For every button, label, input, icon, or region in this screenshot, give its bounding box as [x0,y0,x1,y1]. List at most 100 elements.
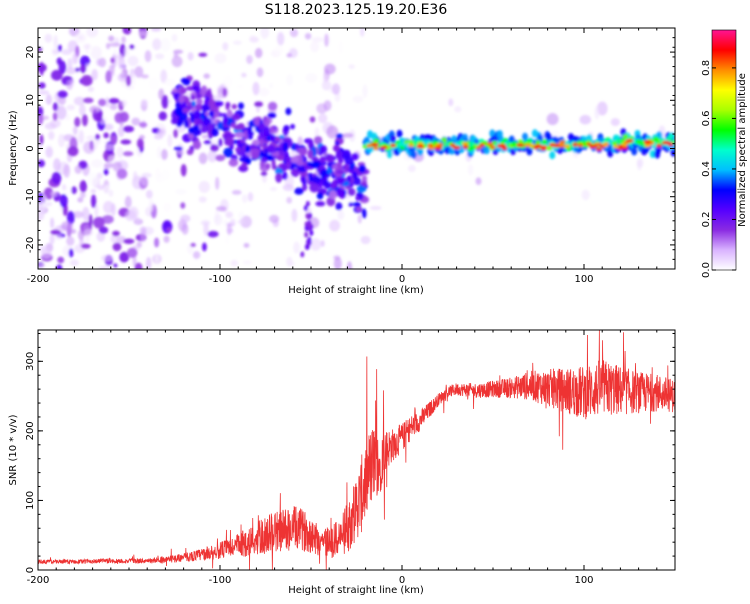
heatmap-cell [131,117,141,126]
heatmap-cell [182,107,190,113]
heatmap-cell [661,140,670,145]
snr-plot-area [38,330,675,570]
heatmap-cell [52,112,58,121]
heatmap-cell [259,161,266,168]
heatmap-cell [526,147,533,156]
heatmap-cell [636,158,644,168]
heatmap-cell [110,57,115,64]
y-tick-label: -10 [25,189,36,205]
heatmap-cell [348,64,355,69]
heatmap-cell [77,197,84,203]
heatmap-cell [312,175,321,185]
heatmap-cell [546,145,553,151]
heatmap-cell [631,147,638,156]
heatmap-cell [161,94,169,109]
heatmap-cell [247,130,255,136]
heatmap-cell [267,112,277,118]
heatmap-cell [145,189,153,199]
heatmap-cell [59,193,68,208]
heatmap-cell [56,264,63,269]
heatmap-cell [417,147,424,156]
heatmap-cell [198,196,207,203]
heatmap-cell [355,206,362,212]
heatmap-cell [223,147,233,158]
heatmap-cell [549,151,556,160]
heatmap-cell [256,67,264,78]
heatmap-cell [434,146,443,150]
heatmap-cell [201,134,211,139]
heatmap-cell [358,164,366,173]
heatmap-cell [290,156,299,164]
heatmap-cell [351,202,361,207]
heatmap-cell [254,101,263,108]
heatmap-cell [335,175,346,185]
heatmap-cell [234,131,245,138]
heatmap-cell [203,222,209,236]
heatmap-cell [216,121,224,130]
colorbar-label: Normalized spectral amplitude [737,73,748,227]
heatmap-cell [107,155,118,164]
heatmap-cell [321,80,332,91]
heatmap-cell [171,118,179,125]
heatmap-cell [206,123,215,131]
heatmap-cell [319,145,328,154]
heatmap-cell [86,135,96,141]
heatmap-cell [163,220,170,229]
heatmap-cell [373,146,379,150]
heatmap-cell [266,144,276,154]
heatmap-cell [361,208,367,219]
heatmap-cell [277,31,285,46]
heatmap-cell [163,235,170,243]
x-tick-label: 100 [574,274,593,285]
heatmap-cell [123,238,135,244]
heatmap-cell [179,113,188,121]
heatmap-cell [251,152,260,160]
heatmap-cell [74,116,81,128]
heatmap-cell [462,142,469,146]
heatmap-cell [668,133,675,139]
heatmap-cell [233,124,244,131]
heatmap-cell [79,64,87,74]
heatmap-cell [232,40,242,45]
heatmap-cell [307,236,312,243]
heatmap-cell [351,152,359,161]
heatmap-cell [373,138,380,144]
heatmap-cell [286,196,293,204]
heatmap-cell [88,214,93,228]
colorbar-gradient [712,30,736,270]
heatmap-cell [186,149,194,156]
heatmap-cell [67,40,78,52]
heatmap-cell [607,149,614,158]
colorbar-axes: 0.0 0.2 0.4 0.6 0.8 [701,29,737,278]
heatmap-cell [238,211,245,220]
heatmap-cell [253,116,260,127]
heatmap-cell [303,205,308,212]
heatmap-cell [289,28,299,38]
heatmap-cell [200,220,211,226]
y-tick-label: 10 [25,94,36,107]
heatmap-cell [120,139,132,145]
heatmap-cell [121,62,127,76]
heatmap-cell [275,167,283,175]
heatmap-cell [249,35,257,42]
heatmap-cell [230,218,236,227]
heatmap-cell [180,87,187,94]
heatmap-cell [136,241,142,248]
heatmap-cell [82,97,94,104]
heatmap-cell [66,79,73,91]
heatmap-cell [454,106,462,113]
heatmap-cell [269,186,278,192]
heatmap-cell [38,113,44,125]
heatmap-cell [148,198,154,213]
heatmap-cell [103,162,114,169]
spectrogram-xlabel: Height of straight line (km) [288,285,424,296]
heatmap-cell [87,172,99,187]
heatmap-cell [95,104,101,112]
heatmap-cell [276,154,285,161]
heatmap-cell [342,149,351,155]
heatmap-cell [246,54,253,65]
heatmap-cell [90,45,102,60]
heatmap-cell [526,138,533,144]
